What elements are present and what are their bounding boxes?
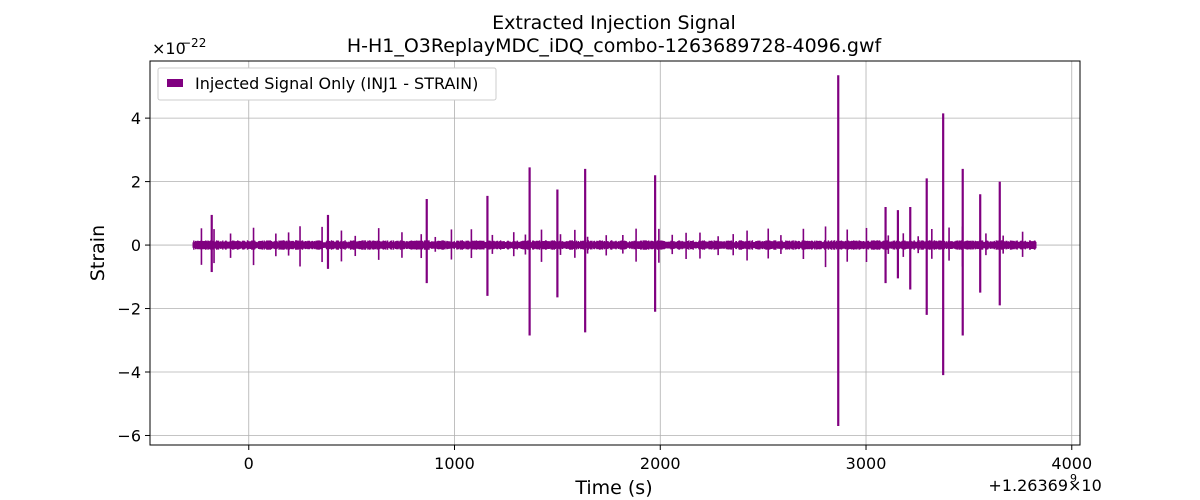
chart-subtitle: H-H1_O3ReplayMDC_iDQ_combo-1263689728-40… xyxy=(347,35,883,57)
y-scale-exp: −22 xyxy=(181,36,206,50)
y-tick-label: −4 xyxy=(117,363,141,382)
x-tick-label: 3000 xyxy=(846,454,887,473)
y-tick-label: 0 xyxy=(131,236,141,255)
chart-title: Extracted Injection Signal xyxy=(492,12,736,34)
legend-swatch xyxy=(167,79,183,87)
series-band xyxy=(193,243,1036,247)
legend-label: Injected Signal Only (INJ1 - STRAIN) xyxy=(195,74,478,93)
y-tick-label: −6 xyxy=(117,426,141,445)
plot-background xyxy=(150,61,1080,445)
x-tick-label: 2000 xyxy=(640,454,681,473)
x-offset-label: +1.26369 ×10 9 xyxy=(988,472,1101,495)
series-layer xyxy=(192,75,1037,426)
y-tick-label: 4 xyxy=(131,109,141,128)
legend-box xyxy=(157,67,497,101)
y-scale-base: ×10 xyxy=(152,39,186,58)
plot-frame xyxy=(149,60,1081,446)
legend: Injected Signal Only (INJ1 - STRAIN) xyxy=(157,67,497,101)
y-axis-label: Strain xyxy=(87,225,109,281)
y-tick-label: 2 xyxy=(131,173,141,192)
y-tick-label: −2 xyxy=(117,300,141,319)
x-offset-exp: 9 xyxy=(1070,472,1077,485)
x-tick-label: 0 xyxy=(244,454,254,473)
plot-area: 0 1000 2000 3000 4000 −6 −4 −2 0 2 4 xyxy=(117,60,1092,473)
x-tick-label: 1000 xyxy=(434,454,475,473)
y-scale-label: ×10 −22 xyxy=(152,36,206,58)
ticks: 0 1000 2000 3000 4000 −6 −4 −2 0 2 4 xyxy=(117,109,1092,473)
x-offset-base: +1.26369 xyxy=(988,476,1068,495)
x-tick-label: 4000 xyxy=(1051,454,1092,473)
x-offset-times: ×10 xyxy=(1068,476,1102,495)
x-axis-label: Time (s) xyxy=(574,477,652,499)
